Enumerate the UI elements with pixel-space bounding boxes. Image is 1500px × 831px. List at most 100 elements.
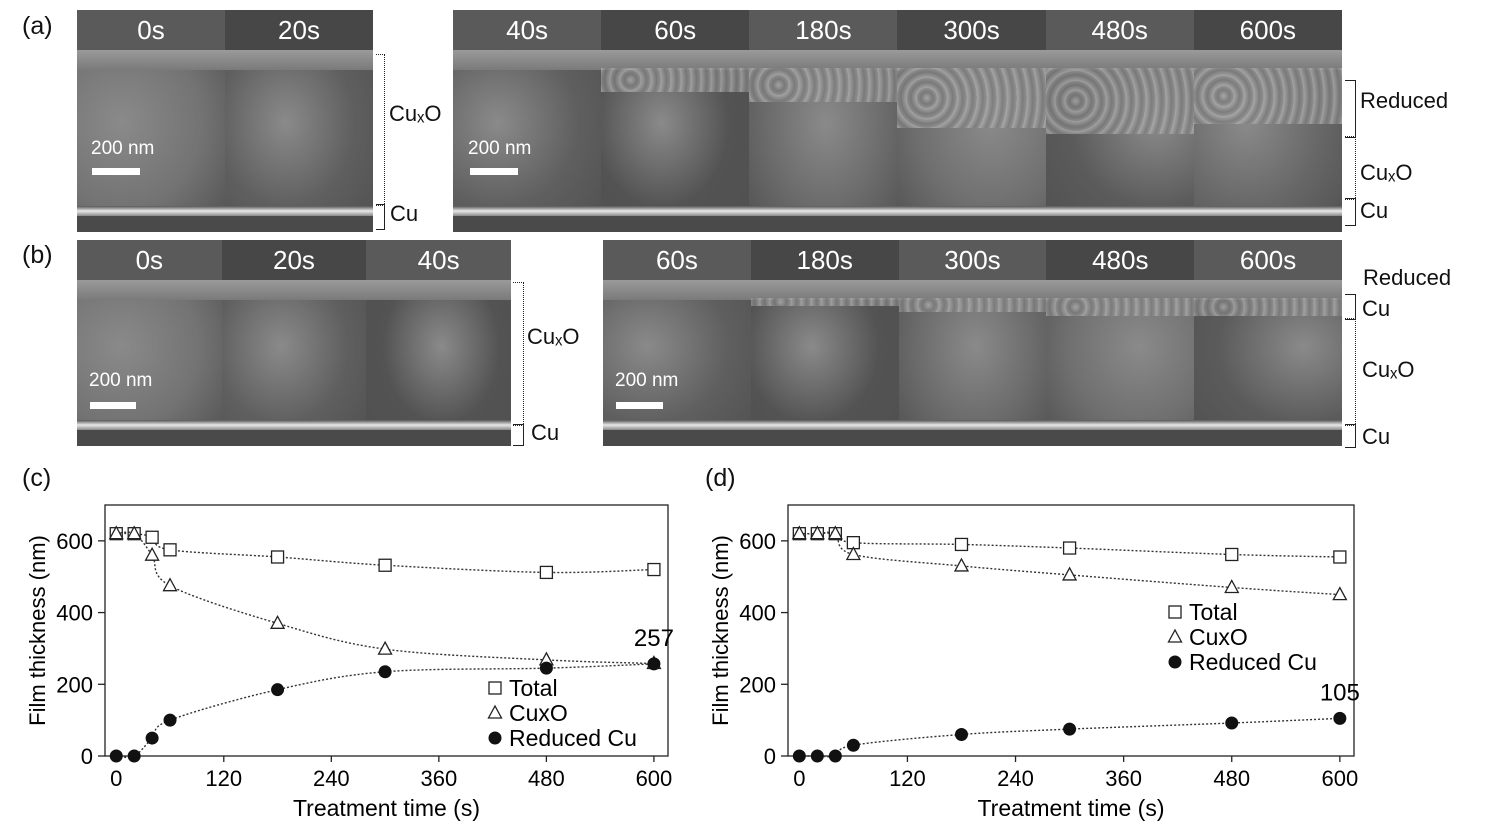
- bracket-a-right-metal: [1345, 198, 1356, 226]
- sem-time-label: 40s: [453, 10, 602, 50]
- sem-strip-b-right: 60s 180s 300s 480s 600s: [603, 240, 1342, 446]
- y-tick-label: 200: [56, 672, 93, 697]
- bracket-b-right-oxide: [1345, 318, 1356, 426]
- data-point: [1063, 722, 1077, 736]
- data-point: [954, 727, 968, 741]
- data-point: [792, 749, 806, 763]
- scale-label-b-right: 200 nm: [615, 370, 679, 391]
- sem-image-480s: 480s: [1046, 240, 1195, 446]
- scale-label-a-right: 200 nm: [468, 138, 532, 159]
- bracket-b-left-metal: [513, 424, 524, 446]
- sem-time-label: 300s: [898, 240, 1047, 280]
- data-point: [1224, 579, 1240, 594]
- x-tick-label: 120: [205, 766, 242, 791]
- data-point: [109, 749, 123, 763]
- sem-image-300s: 300s: [898, 240, 1047, 446]
- sem-image-40s: 40s: [453, 10, 602, 232]
- data-point: [1061, 566, 1078, 581]
- y-tick-label: 0: [764, 744, 776, 769]
- data-point: [845, 546, 861, 561]
- bracket-b-right-reduced-cu: [1345, 294, 1356, 320]
- bracket-b-left-oxide: [513, 282, 524, 426]
- data-point: [270, 550, 285, 564]
- data-point: [145, 530, 159, 544]
- data-point: [162, 577, 178, 592]
- legend-label: CuxO: [1189, 624, 1248, 650]
- data-point: [145, 731, 159, 745]
- data-point: [647, 562, 661, 577]
- y-tick-label: 600: [739, 529, 776, 554]
- sem-image-600s: 600s: [1193, 10, 1342, 232]
- legend-label: Total: [1189, 599, 1238, 625]
- x-tick-label: 240: [997, 766, 1034, 791]
- plot-frame: [104, 504, 669, 757]
- value-annotation: 105: [1320, 679, 1360, 706]
- sem-time-label: 60s: [601, 10, 750, 50]
- layer-label-b-right-reduced: Reduced: [1363, 265, 1452, 290]
- legend-marker: [1168, 655, 1182, 669]
- legend-label: Total: [509, 675, 558, 701]
- sem-image-180s: 180s: [750, 240, 899, 446]
- sem-image-0s: 0s: [77, 240, 222, 446]
- sem-image-60s: 60s: [601, 10, 750, 232]
- sem-image-300s: 300s: [897, 10, 1046, 232]
- sem-strip-b-left: 0s 20s 40s: [77, 240, 511, 446]
- data-point: [1225, 716, 1239, 730]
- x-tick-label: 480: [1213, 766, 1250, 791]
- x-axis-label: Treatment time (s): [977, 795, 1164, 821]
- data-point: [127, 749, 141, 763]
- data-point: [846, 738, 860, 752]
- data-point: [378, 558, 392, 572]
- data-point: [163, 713, 177, 727]
- data-point: [126, 525, 142, 540]
- plot-frame: [787, 504, 1355, 757]
- legend-marker: [488, 731, 502, 745]
- sem-time-label: 40s: [366, 240, 511, 280]
- layer-label-b-left-oxide: CuₓO: [527, 324, 580, 349]
- x-tick-label: 600: [636, 766, 673, 791]
- sem-time-label: 60s: [603, 240, 751, 280]
- y-axis-label: Film thickness (nm): [708, 535, 733, 726]
- x-tick-label: 0: [793, 766, 805, 791]
- sem-time-label: 20s: [225, 10, 373, 50]
- data-point: [1333, 550, 1347, 564]
- data-point: [378, 665, 392, 679]
- data-point: [1332, 586, 1348, 601]
- scale-label-a-left: 200 nm: [91, 138, 155, 159]
- chart-c: 0 200 400 600 0 120 240 360 480 600 Treatment time…: [25, 504, 674, 821]
- legend-label: CuxO: [509, 700, 568, 726]
- x-tick-label: 240: [313, 766, 350, 791]
- data-point: [108, 525, 124, 540]
- sem-time-label: 0s: [77, 240, 222, 280]
- sem-image-480s: 480s: [1045, 10, 1194, 232]
- sem-image-600s: 600s: [1194, 240, 1342, 446]
- y-axis-label: Film thickness (nm): [25, 535, 50, 726]
- sem-image-20s: 20s: [225, 10, 373, 232]
- y-tick-label: 400: [56, 601, 93, 626]
- data-point: [954, 537, 969, 552]
- y-tick-label: 200: [739, 672, 776, 697]
- legend-label: Reduced Cu: [509, 725, 637, 751]
- sem-time-label: 480s: [1045, 10, 1194, 50]
- y-tick-label: 0: [81, 744, 93, 769]
- x-tick-label: 360: [420, 766, 457, 791]
- data-point: [271, 683, 285, 697]
- value-annotation: 257: [634, 625, 674, 652]
- y-tick-label: 600: [56, 529, 93, 554]
- layer-label-b-right-oxide: CuₓO: [1362, 357, 1415, 382]
- x-tick-label: 360: [1105, 766, 1142, 791]
- data-point: [647, 657, 661, 671]
- bracket-a-right-reduced: [1345, 80, 1356, 138]
- bracket-a-right-oxide: [1345, 136, 1356, 200]
- layer-label-b-left-metal: Cu: [531, 420, 560, 445]
- legend-marker: [1167, 628, 1183, 643]
- scale-bar-a-left: [92, 168, 140, 175]
- legend-marker: [487, 704, 503, 719]
- x-tick-label: 0: [110, 766, 122, 791]
- layer-label-a-left-metal: Cu: [390, 201, 419, 226]
- data-point: [791, 525, 807, 540]
- series-cuxo: [791, 525, 1348, 601]
- x-tick-label: 600: [1321, 766, 1358, 791]
- legend-marker: [1168, 605, 1182, 619]
